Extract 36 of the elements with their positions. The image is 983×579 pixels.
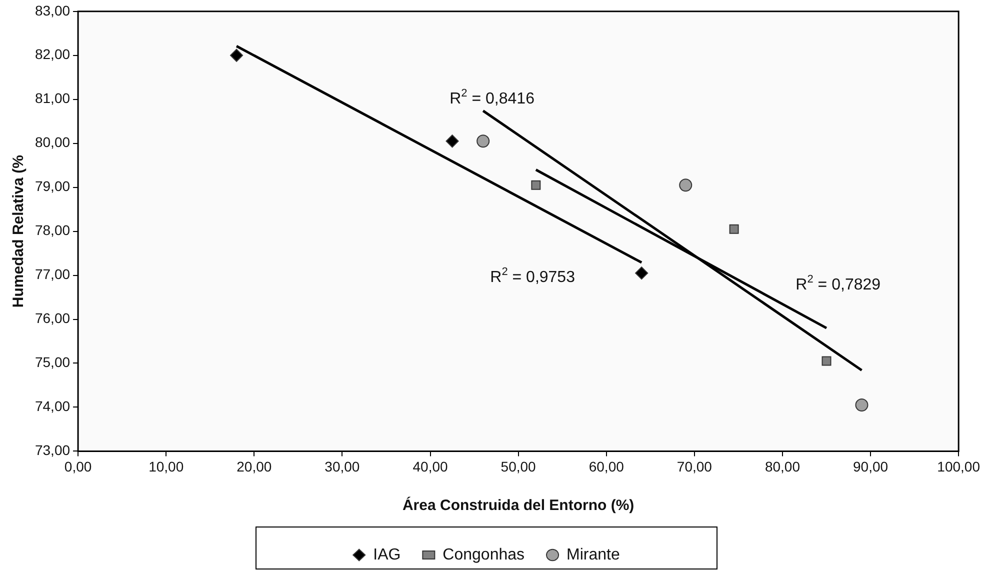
legend-label: Mirante — [566, 546, 620, 564]
point — [446, 134, 459, 148]
y-tick-label: 74,00 — [34, 398, 70, 414]
point — [855, 398, 868, 412]
x-tick-label: 40,00 — [412, 458, 448, 474]
x-axis-title: Área Construida del Entorno (%) — [402, 496, 634, 514]
x-tick-label: 0,00 — [64, 458, 92, 474]
x-tick-label: 10,00 — [148, 458, 184, 474]
x-tick-label: 80,00 — [764, 458, 800, 474]
y-tick-label: 81,00 — [34, 90, 70, 106]
x-tick-label: 50,00 — [500, 458, 536, 474]
y-tick-label: 78,00 — [34, 222, 70, 238]
x-tick-label: 30,00 — [324, 458, 360, 474]
point — [476, 134, 490, 148]
point — [635, 266, 648, 280]
y-tick-label: 75,00 — [34, 354, 70, 370]
x-tick-label: 60,00 — [588, 458, 624, 474]
y-tick-label: 73,00 — [34, 442, 70, 458]
x-tick-label: 100,00 — [937, 458, 980, 474]
point — [531, 180, 541, 190]
y-tick-label: 77,00 — [34, 266, 70, 282]
y-tick-label: 76,00 — [34, 310, 70, 326]
y-tick-label: 83,00 — [34, 2, 70, 18]
point — [230, 48, 244, 62]
x-tick-label: 20,00 — [236, 458, 272, 474]
x-tick-label: 70,00 — [676, 458, 712, 474]
x-tick-label: 90,00 — [853, 458, 888, 474]
y-tick-label: 82,00 — [34, 46, 70, 62]
y-axis-title: Humedad Relativa (% — [10, 155, 28, 308]
legend-label: Congonhas — [442, 546, 525, 564]
point — [822, 356, 832, 366]
point — [729, 224, 739, 234]
y-tick-label: 80,00 — [34, 134, 70, 150]
legend-label: IAG — [373, 546, 401, 564]
point — [679, 178, 692, 192]
y-tick-label: 79,00 — [34, 178, 70, 194]
